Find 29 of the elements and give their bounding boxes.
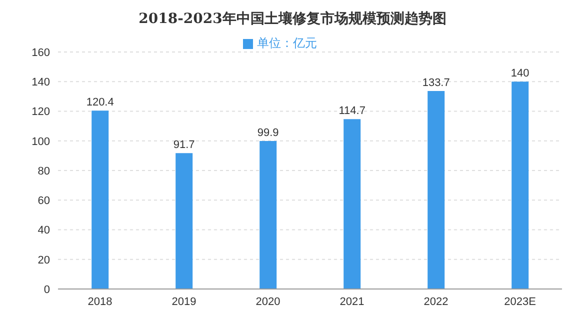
x-tick-label: 2019 [172, 296, 196, 308]
data-label: 140 [510, 68, 530, 80]
data-label: 133.7 [422, 76, 450, 89]
chart-title: 2018-2023年中国土壤修复市场规模预测趋势图 [138, 10, 448, 29]
bar [176, 153, 193, 289]
data-label: 99.9 [257, 127, 279, 140]
bar [344, 119, 361, 289]
data-label: 114.7 [338, 105, 366, 118]
y-tick-label: 160 [32, 46, 50, 59]
x-tick-label: 2018 [88, 296, 112, 308]
x-tick-label: 2020 [256, 296, 280, 308]
x-tick-label: 2021 [340, 296, 364, 308]
y-tick-label: 0 [44, 284, 50, 296]
bar [428, 90, 445, 289]
data-label: 120.4 [86, 96, 114, 109]
y-tick-label: 20 [38, 254, 50, 266]
x-tick-label: 2023E [504, 296, 536, 308]
bar [92, 110, 109, 289]
y-tick-label: 80 [38, 165, 50, 178]
y-tick-label: 120 [32, 106, 50, 118]
y-tick-label: 140 [32, 76, 50, 89]
data-label: 91.7 [173, 139, 195, 152]
legend-label: 单位：亿元 [257, 36, 317, 50]
y-tick-label: 40 [38, 224, 50, 237]
bar [260, 141, 277, 289]
y-tick-label: 60 [38, 195, 50, 208]
x-tick-label: 2022 [424, 296, 448, 308]
bar [512, 82, 529, 289]
y-tick-label: 100 [32, 136, 50, 148]
